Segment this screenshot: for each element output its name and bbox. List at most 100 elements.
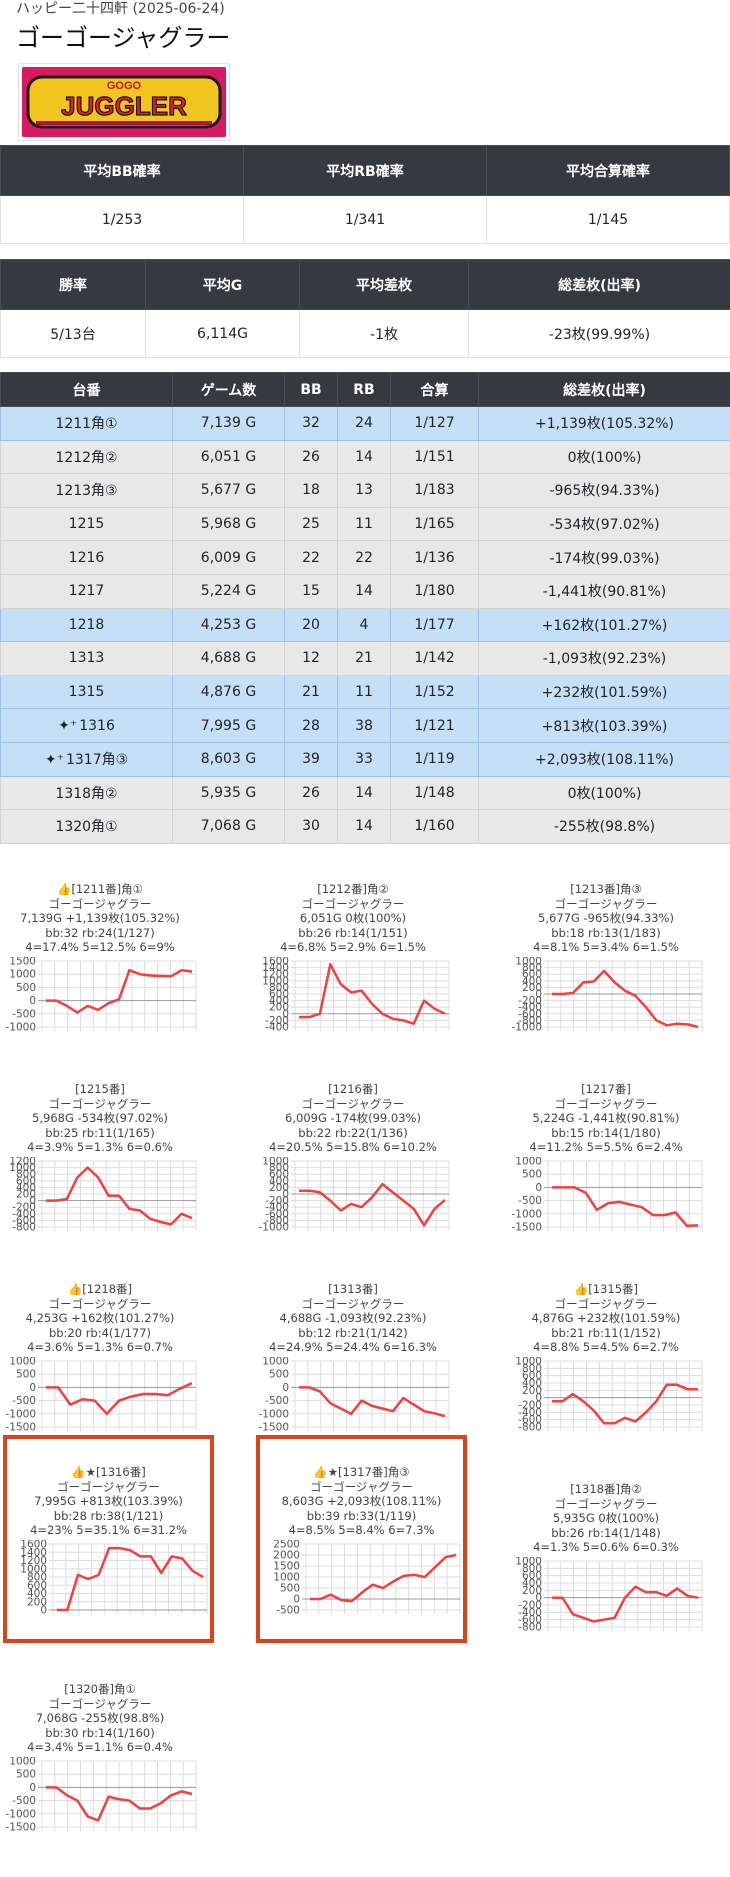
cell-diff: -174枚(99.03%) [478,540,730,575]
cell-machine-no: 1318角② [0,775,173,811]
y-tick-label: -1000 [258,1408,289,1420]
machine-graph-card[interactable]: 👍[1211番]角① ゴーゴージャグラー 7,139G +1,139枚(105.32… [0,860,200,1038]
y-tick-label: -200 [518,1400,542,1412]
y-tick-label: 1000 [9,1757,36,1768]
table-row[interactable]: 1217 5,224 G 15 14 1/180 -1,441枚(90.81%) [0,573,730,609]
cell-games: 7,995 G [172,708,285,743]
cell-games: 4,253 G [172,607,285,643]
graph-setting-prob: 4=17.4% 5=12.5% 6=9% [25,940,175,954]
cell-text: 7,068 G [200,818,257,835]
cell-rb: 11 [337,506,391,542]
y-tick-label: 0 [40,1605,47,1617]
y-tick-label: -200 [518,995,542,1007]
y-tick-label: 1600 [20,1540,47,1551]
cell-text: +162枚(101.27%) [541,617,668,634]
diff-series-line [552,1585,699,1623]
table-row[interactable]: ✦⁺ 1317角③ 8,603 G 39 33 1/119 +2,093枚(108.11%) [0,741,730,777]
machine-graph-card[interactable]: [1215番] ゴーゴージャグラー 5,968G -534枚(97.02%) bb:2… [0,1060,200,1238]
value-avg-total: 1/145 [486,195,730,244]
y-tick-label: -400 [518,1607,542,1619]
machine-graph-card[interactable]: [1217番] ゴーゴージャグラー 5,224G -1,441枚(90.81%) bb… [506,1060,706,1238]
y-tick-label: -500 [12,1795,36,1807]
y-tick-label: -400 [265,1202,289,1214]
y-tick-label: 1000 [262,1357,289,1368]
graph-title: [1213番]角③ [570,882,642,896]
cell-rb: 14 [337,775,391,811]
graph-bonus: bb:30 rb:14(1/160) [45,1725,155,1740]
cell-text: 1/160 [414,818,455,835]
cell-total: 1/180 [390,573,479,609]
cell-games: 6,051 G [172,439,285,475]
table-row[interactable]: 1315 4,876 G 21 11 1/152 +232枚(101.59%) [0,674,730,710]
y-tick-label: -1500 [5,1422,36,1434]
y-tick-label: 200 [269,1182,289,1194]
cell-text: 5,224 G [200,583,257,600]
cell-bb: 32 [284,406,338,441]
cell-text: 11 [355,684,373,701]
cell-text: 7,995 G [200,717,257,734]
graph-title: 👍[1211番]角① [57,882,143,896]
cell-total: 1/119 [390,741,479,777]
graph-summary: 8,603G +2,093枚(108.11%) [281,1494,442,1508]
graph-summary: 7,139G +1,139枚(105.32%) [20,911,180,925]
cell-text: 18 [302,482,320,499]
cell-text: 1316 [79,717,115,734]
y-tick-label: 800 [522,1363,542,1375]
machine-graph-card[interactable]: 👍[1218番] ゴーゴージャグラー 4,253G +162枚(101.27%) bb… [0,1260,200,1438]
machine-graph-card[interactable]: 👍★[1316番] ゴーゴージャグラー 7,995G +813枚(103.39%) b… [3,1435,214,1643]
diff-series-line [46,968,193,1014]
cell-text: 1/148 [414,784,455,801]
cell-text: 21 [355,650,373,667]
cell-text: -1,093枚(92.23%) [542,651,667,668]
y-tick-label: 500 [16,1769,36,1781]
cell-text: +1,139枚(105.32%) [534,416,675,433]
table-row[interactable]: ✦⁺ 1316 7,995 G 28 38 1/121 +813枚(103.39%) [0,708,730,743]
y-tick-label: -1000 [5,1022,36,1034]
cell-text: 1318角② [55,785,118,802]
graph-title: [1217番] [581,1082,631,1096]
cell-text: 1313 [68,650,105,667]
y-tick-label: 400 [269,995,289,1007]
graph-model: ゴーゴージャグラー [48,1696,152,1711]
logo-text-juggler: JUGGLER [61,91,187,121]
table-row[interactable]: 1218 4,253 G 20 4 1/177 +162枚(101.27%) [0,607,730,643]
graph-model: ゴーゴージャグラー [57,1479,160,1494]
machine-graph-card[interactable]: [1320番]角① ゴーゴージャグラー 7,068G -255枚(98.8%) bb:… [0,1660,200,1838]
cell-total: 1/183 [390,473,479,508]
cell-diff: -255枚(98.8%) [478,809,730,844]
machine-graph-card[interactable]: 👍★[1317番]角③ ゴーゴージャグラー 8,603G +2,093枚(108.1… [256,1435,467,1643]
value-avg-rb: 1/341 [243,195,487,244]
machine-graph-card[interactable]: [1313番] ゴーゴージャグラー 4,688G -1,093枚(92.23%) bb… [253,1260,453,1438]
machine-graph-card[interactable]: [1213番]角③ ゴーゴージャグラー 5,677G -965枚(94.33%) bb… [506,860,706,1038]
cell-text: 13 [355,482,373,499]
y-tick-label: -1500 [5,1822,36,1834]
machine-graph-card[interactable]: [1318番]角② ゴーゴージャグラー 5,935G 0枚(100%) bb:26 r… [506,1460,706,1638]
cell-rb: 38 [337,708,391,743]
machine-graph-card[interactable]: [1212番]角② ゴーゴージャグラー 6,051G 0枚(100%) bb:26 r… [253,860,453,1038]
cell-total: 1/160 [390,809,479,844]
table-row[interactable]: 1313 4,688 G 12 21 1/142 -1,093枚(92.23%) [0,641,730,676]
y-tick-label: -1000 [5,1408,36,1420]
cell-text: 0枚(100%) [567,449,642,466]
graph-title: 👍★[1317番]角③ [313,1465,410,1479]
y-tick-label: 800 [16,1169,36,1181]
graph-title: [1216番] [328,1082,378,1096]
graph-setting-prob: 4=8.8% 5=4.5% 6=2.7% [533,1340,679,1354]
y-tick-label: 500 [269,1369,289,1381]
table-row[interactable]: 1320角① 7,068 G 30 14 1/160 -255枚(98.8%) [0,809,730,844]
table-row[interactable]: 1212角② 6,051 G 26 14 1/151 0枚(100%) [0,439,730,475]
table-row[interactable]: 1211角① 7,139 G 32 24 1/127 +1,139枚(105.32%) [0,406,730,441]
machine-graph-card[interactable]: [1216番] ゴーゴージャグラー 6,009G -174枚(99.03%) bb:2… [253,1060,453,1238]
table-row[interactable]: 1318角② 5,935 G 26 14 1/148 0枚(100%) [0,775,730,811]
table-row[interactable]: 1213角③ 5,677 G 18 13 1/183 -965枚(94.33%) [0,473,730,508]
machine-graph-card[interactable]: 👍[1315番] ゴーゴージャグラー 4,876G +232枚(101.59%) bb… [506,1260,706,1438]
graph-setting-prob: 4=23% 5=35.1% 6=31.2% [30,1523,187,1537]
cell-diff: 0枚(100%) [478,439,730,475]
cell-text: 38 [355,717,373,734]
cell-text: 22 [355,549,373,566]
table-row[interactable]: 1215 5,968 G 25 11 1/165 -534枚(97.02%) [0,506,730,542]
cell-bb: 39 [284,741,338,777]
table-row[interactable]: 1216 6,009 G 22 22 1/136 -174枚(99.03%) [0,540,730,575]
